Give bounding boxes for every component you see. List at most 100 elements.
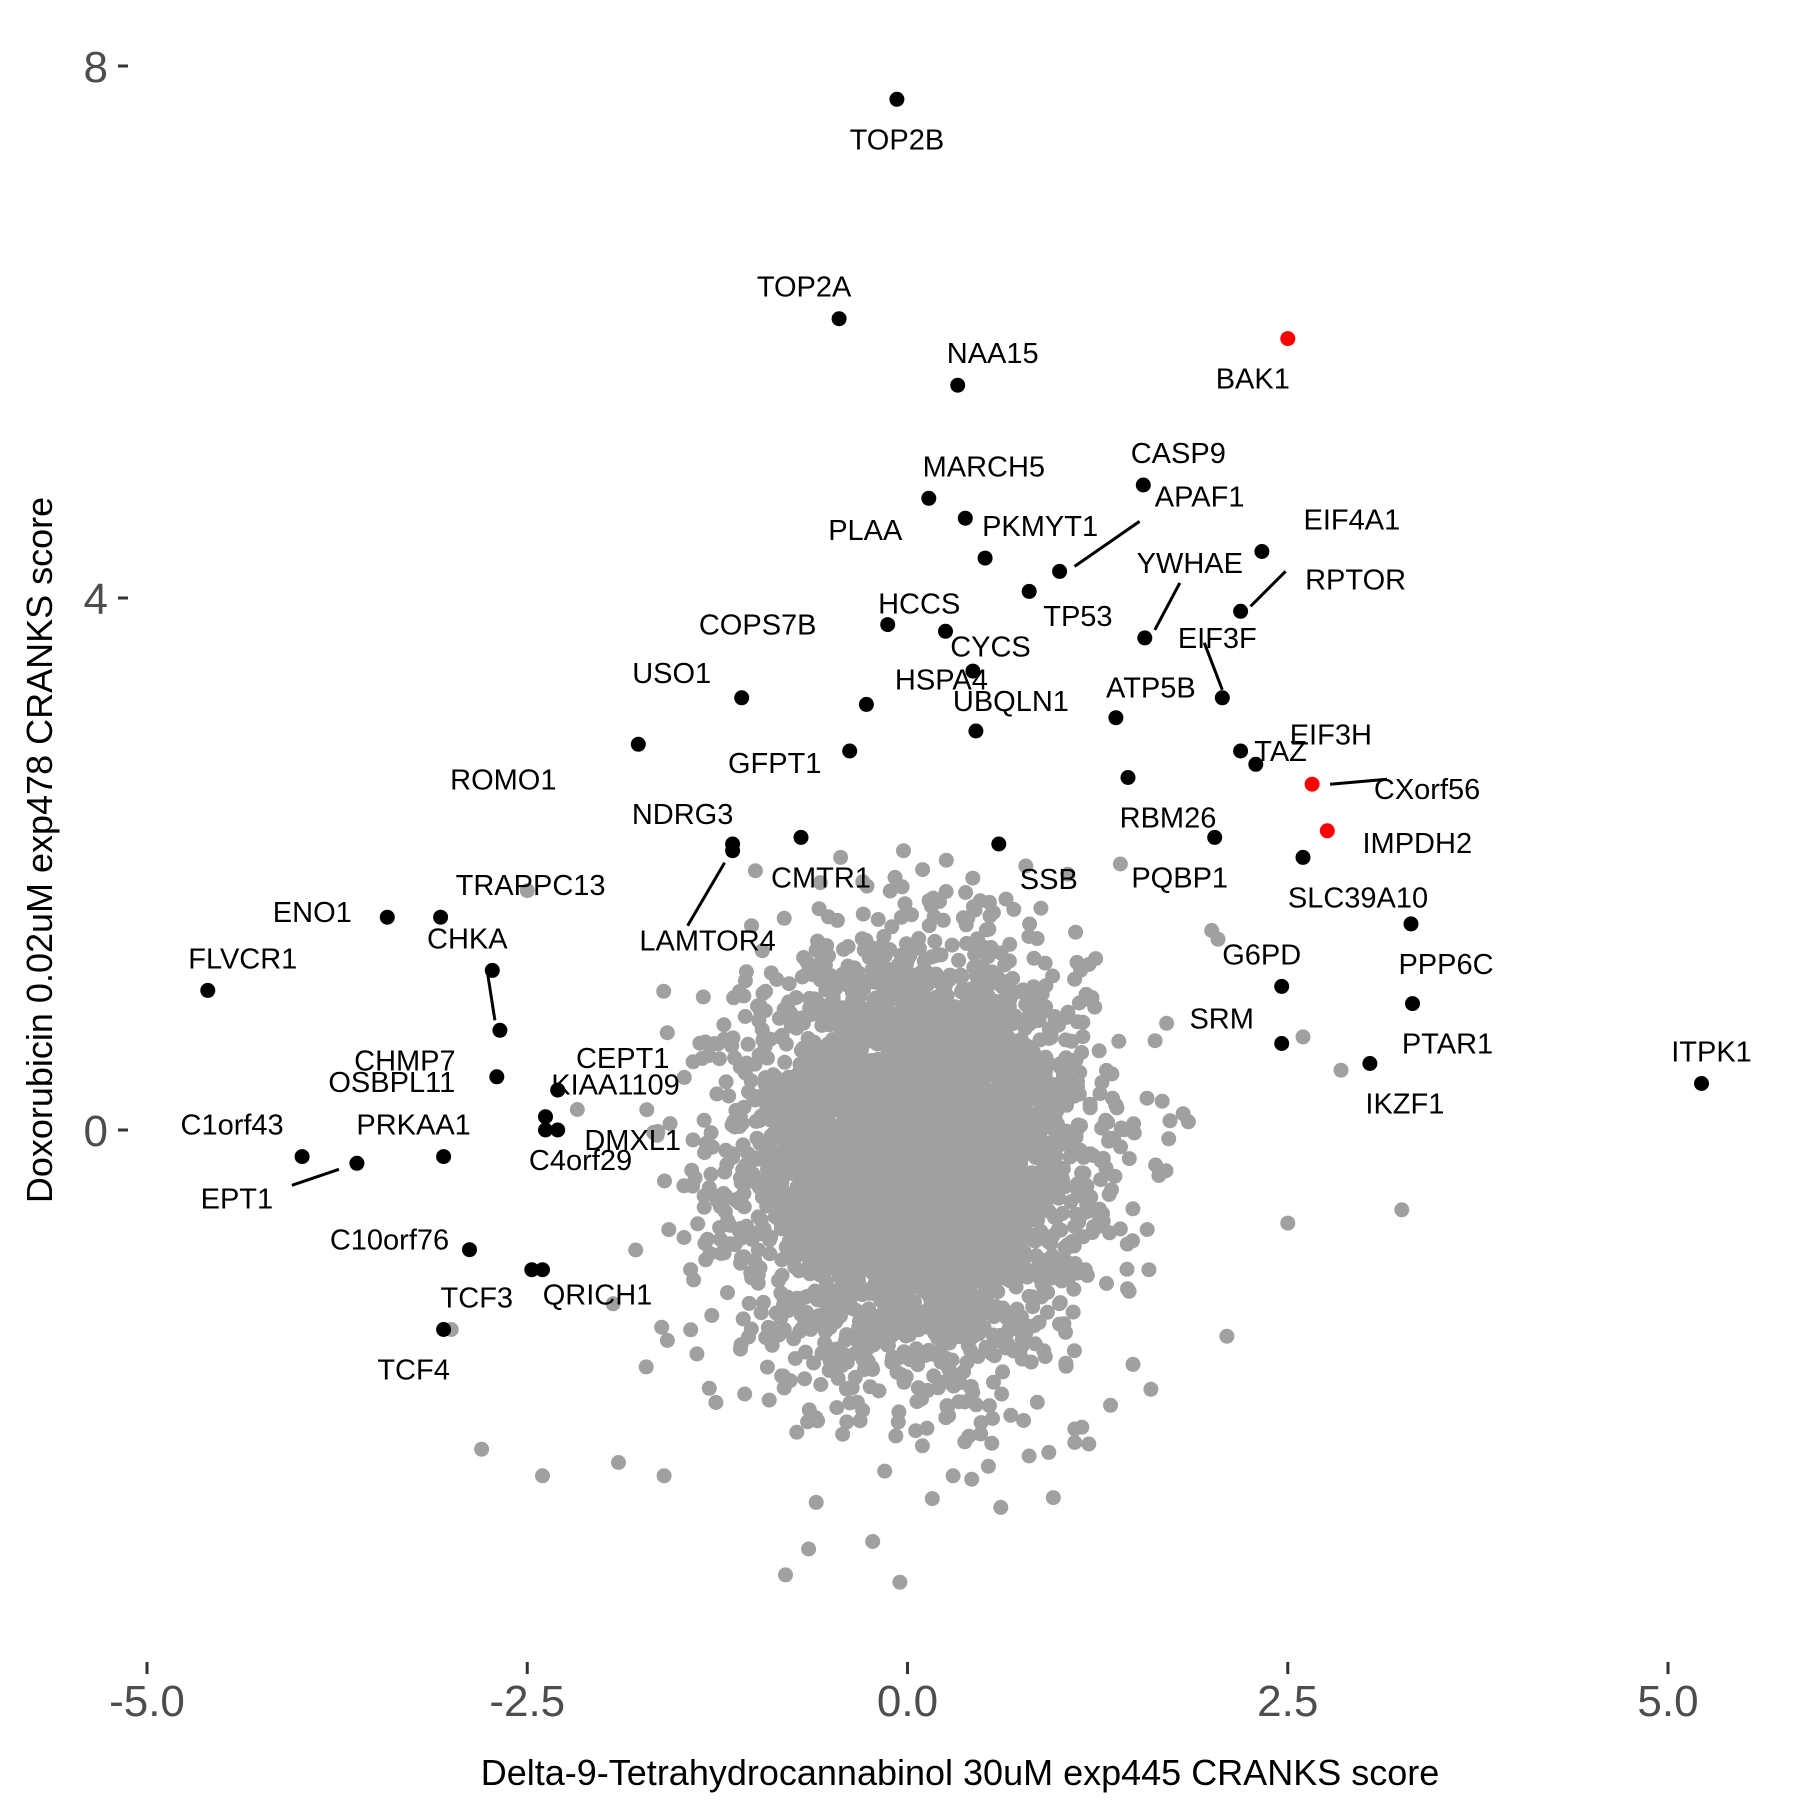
y-tick-label: 8 <box>84 43 108 92</box>
background-point <box>748 1113 764 1129</box>
point-hspa4 <box>858 696 874 712</box>
background-point <box>830 1092 846 1108</box>
background-point <box>701 1380 717 1396</box>
background-point <box>778 1567 793 1583</box>
point-apaf1 <box>1052 563 1068 579</box>
background-point <box>850 1236 866 1252</box>
background-point <box>1022 1016 1038 1032</box>
background-point <box>812 1218 828 1234</box>
background-point <box>1394 1202 1410 1218</box>
background-point <box>827 1071 842 1087</box>
background-point <box>697 1034 713 1050</box>
background-point <box>787 1351 803 1366</box>
background-point <box>1076 1165 1092 1181</box>
background-point <box>704 1307 720 1323</box>
background-point <box>806 1355 822 1371</box>
background-point <box>790 1244 806 1260</box>
background-point <box>858 1325 874 1340</box>
background-point <box>1139 1090 1155 1106</box>
background-point <box>709 1192 725 1208</box>
background-point <box>1147 1033 1163 1049</box>
background-point <box>888 1428 904 1444</box>
gene-label-dmxl1: DMXL1 <box>584 1125 681 1157</box>
point-rptor <box>1233 603 1249 619</box>
background-point <box>867 1219 883 1235</box>
gene-label-cops7b: COPS7B <box>699 610 817 642</box>
background-point <box>1101 1187 1117 1202</box>
background-point <box>801 1541 817 1557</box>
background-point <box>1067 1256 1083 1271</box>
background-point <box>1121 1283 1137 1299</box>
gene-label-ywhae: YWHAE <box>1137 548 1243 580</box>
background-point <box>799 954 815 970</box>
point-tcf3 <box>524 1262 540 1278</box>
background-point <box>911 931 927 946</box>
background-point <box>781 976 797 992</box>
background-point <box>1075 1014 1091 1030</box>
background-point <box>1017 1317 1033 1333</box>
background-point <box>1139 1222 1155 1237</box>
background-point <box>1067 971 1083 987</box>
background-point <box>887 988 903 1004</box>
gene-label-top2b: TOP2B <box>850 124 945 156</box>
background-point <box>787 1259 803 1275</box>
background-point <box>1027 1048 1043 1064</box>
background-point <box>761 1392 777 1408</box>
background-point <box>676 1230 692 1245</box>
background-point <box>896 1115 912 1131</box>
point-hccs <box>1021 583 1037 599</box>
background-point <box>882 883 898 899</box>
background-point <box>676 1069 692 1085</box>
x-tick-label: 0.0 <box>877 1677 938 1726</box>
background-point <box>845 1201 861 1217</box>
gene-label-gfpt1: GFPT1 <box>728 748 821 780</box>
background-point <box>839 1381 855 1396</box>
background-point <box>847 1302 863 1318</box>
point-ppp6c <box>1403 916 1419 932</box>
background-point <box>737 973 753 989</box>
background-point <box>709 1086 725 1102</box>
background-point <box>952 1124 968 1140</box>
background-point <box>959 935 975 951</box>
background-point <box>938 884 954 899</box>
background-point <box>1081 1203 1097 1219</box>
background-point <box>799 1050 815 1065</box>
background-point <box>959 1205 975 1221</box>
point-tp53 <box>965 663 981 679</box>
background-point <box>932 1058 948 1073</box>
point-eif3f <box>1214 690 1230 706</box>
background-point <box>662 1116 678 1132</box>
background-point <box>997 1053 1013 1069</box>
background-point <box>719 1157 735 1172</box>
background-point <box>877 1290 893 1306</box>
background-point <box>891 1404 907 1420</box>
background-point <box>763 1112 778 1128</box>
background-point <box>1112 856 1128 872</box>
point-ikzf1 <box>1362 1056 1378 1071</box>
background-point <box>789 1232 805 1248</box>
gene-label-taz: TAZ <box>1254 736 1307 768</box>
background-point <box>1033 1223 1049 1239</box>
gene-label-ikzf1: IKZF1 <box>1365 1089 1444 1121</box>
background-point <box>810 933 826 949</box>
background-point <box>927 1187 943 1203</box>
background-point <box>753 1003 768 1019</box>
background-point <box>999 1027 1015 1043</box>
background-point <box>731 1106 747 1121</box>
background-point <box>986 1215 1002 1231</box>
background-point <box>811 1308 827 1324</box>
background-point <box>684 1162 700 1178</box>
background-point <box>1148 1157 1164 1173</box>
background-point <box>767 1209 783 1225</box>
background-point <box>789 1290 805 1306</box>
background-point <box>980 949 996 965</box>
point-casp9 <box>1135 477 1151 493</box>
background-point <box>882 1320 898 1336</box>
background-point <box>1079 1178 1095 1194</box>
background-point <box>791 1105 807 1121</box>
background-point <box>763 965 779 981</box>
background-point <box>874 1175 890 1191</box>
background-point <box>689 1346 705 1362</box>
background-point <box>1081 1436 1097 1452</box>
background-point <box>860 1311 876 1327</box>
